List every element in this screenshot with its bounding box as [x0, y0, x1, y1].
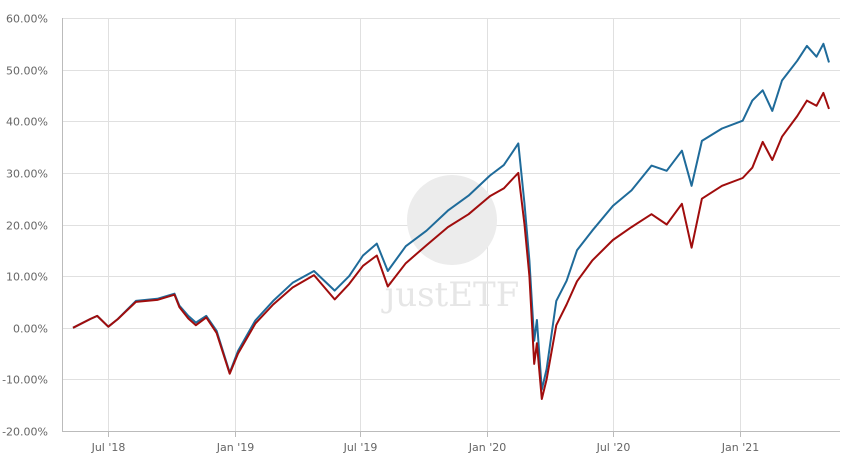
- series-line-blue: [72, 42, 830, 391]
- x-tick-label: Jan '21: [721, 441, 759, 454]
- series-lines: [72, 42, 830, 400]
- x-tick-label: Jul '19: [343, 441, 378, 454]
- tick-labels: -20.00% -10.00% 0.00% 10.00% 20.00% 30.00% 40.…: [2, 13, 759, 455]
- x-tick-label: Jan '19: [216, 441, 254, 454]
- y-tick-label: 60.00%: [6, 13, 48, 26]
- x-tick-label: Jan '20: [468, 441, 506, 454]
- y-tick-label: 50.00%: [6, 65, 48, 78]
- y-tick-label: -10.00%: [2, 374, 48, 387]
- x-tick-label: Jul '20: [596, 441, 631, 454]
- series-line-red: [72, 91, 830, 400]
- watermark-text: justETF: [381, 275, 520, 315]
- x-tick-label: Jul '18: [91, 441, 126, 454]
- y-tick-label: 30.00%: [6, 168, 48, 181]
- axes: [62, 18, 840, 437]
- y-tick-label: 40.00%: [6, 116, 48, 129]
- y-tick-label: -20.00%: [2, 426, 48, 439]
- watermark: justETF: [381, 175, 520, 315]
- y-tick-label: 0.00%: [13, 323, 48, 336]
- y-tick-label: 10.00%: [6, 271, 48, 284]
- y-tick-label: 20.00%: [6, 220, 48, 233]
